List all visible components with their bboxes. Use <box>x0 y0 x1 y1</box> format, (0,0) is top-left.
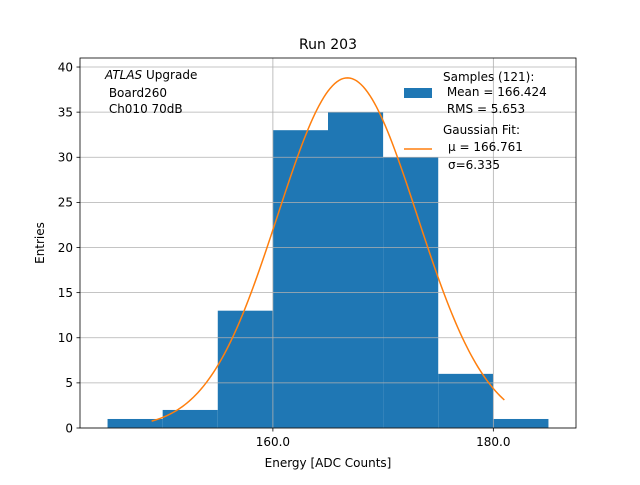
legend-fit-line-3: σ=6.335 <box>448 158 500 172</box>
legend-samples-line-2: Mean = 166.424 <box>443 85 547 99</box>
y-tick-label: 0 <box>65 421 73 435</box>
gaussian-fit <box>151 77 505 422</box>
y-tick-label: 20 <box>58 241 73 255</box>
chart-title: Run 203 <box>299 37 357 53</box>
annotation-line-3: Ch010 70dB <box>105 102 183 116</box>
annotation-italic: ATLAS <box>104 68 143 82</box>
annotation-line-1-rest: Upgrade <box>146 68 197 82</box>
y-tick-label: 40 <box>58 60 73 74</box>
legend-fit-line-2: μ = 166.761 <box>448 140 523 154</box>
y-tick-label: 10 <box>58 331 73 345</box>
legend-samples-line-1: Samples (121): <box>443 70 534 84</box>
x-tick-label: 180.0 <box>476 435 510 449</box>
annotation-line-2: Board260 <box>105 86 167 100</box>
histogram-bar <box>328 112 384 429</box>
x-tick-label: 160.0 <box>256 435 290 449</box>
plot-frame <box>79 57 577 429</box>
legend: Samples (121): Mean = 166.424 RMS = 5.65… <box>404 70 547 172</box>
histogram-bar <box>162 409 218 428</box>
x-axis-label: Energy [ADC Counts] <box>265 456 392 470</box>
legend-samples-swatch <box>404 88 432 98</box>
grid <box>80 58 576 429</box>
y-tick-label: 30 <box>58 151 73 165</box>
legend-samples-line-3: RMS = 5.653 <box>443 102 525 116</box>
axis-ticks: 0 5 10 15 20 25 30 35 40 160.0 180.0 <box>58 60 511 449</box>
histogram-bar <box>272 130 328 428</box>
legend-fit-line-1: Gaussian Fit: <box>443 123 520 137</box>
y-tick-label: 35 <box>58 105 73 119</box>
annotation-line-1: ATLAS Upgrade <box>104 68 197 82</box>
y-tick-label: 25 <box>58 196 73 210</box>
fit-curve <box>151 77 505 422</box>
annotation: ATLAS Upgrade Board260 Ch010 70dB <box>104 68 197 116</box>
y-tick-label: 15 <box>58 286 73 300</box>
histogram-bar <box>438 373 494 428</box>
y-tick-label: 5 <box>65 376 73 390</box>
y-axis-label: Entries <box>33 222 47 264</box>
histogram-bar <box>493 418 549 428</box>
histogram-bar <box>217 310 273 428</box>
histogram-bar <box>107 418 163 428</box>
